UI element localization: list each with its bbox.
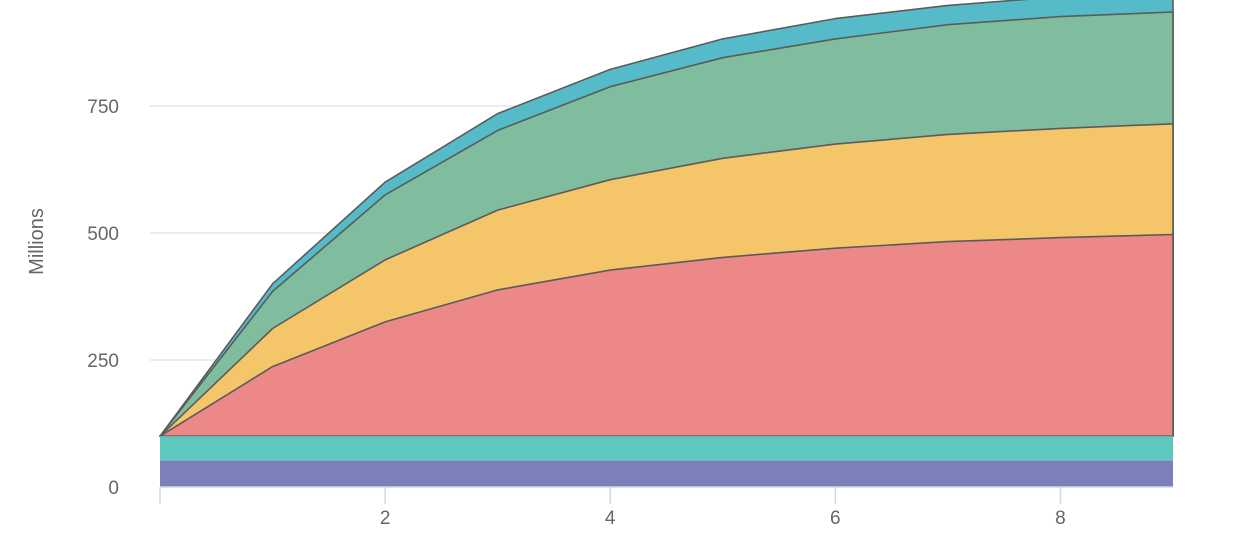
y-axis-title: Millions: [26, 208, 48, 275]
y-tick-label: 750: [87, 97, 119, 118]
baseline-band-1: [160, 460, 1173, 487]
x-tick-label: 8: [1055, 508, 1066, 529]
y-tick-label: 500: [87, 224, 119, 245]
x-tick-label: 4: [605, 508, 616, 529]
x-tick-labels: 2 4 6 8: [380, 508, 1066, 529]
baseline-bands: [160, 436, 1173, 487]
baseline-band-2: [160, 436, 1173, 461]
y-tick-label: 0: [108, 478, 119, 499]
x-tick-label: 2: [380, 508, 391, 529]
area-series: [159, 0, 1174, 437]
area-series-1: [159, 233, 1174, 437]
y-tick-label: 250: [87, 351, 119, 372]
x-tick-label: 6: [830, 508, 841, 529]
y-tick-labels: 0 250 500 750: [87, 97, 119, 499]
axes: [159, 486, 1173, 504]
